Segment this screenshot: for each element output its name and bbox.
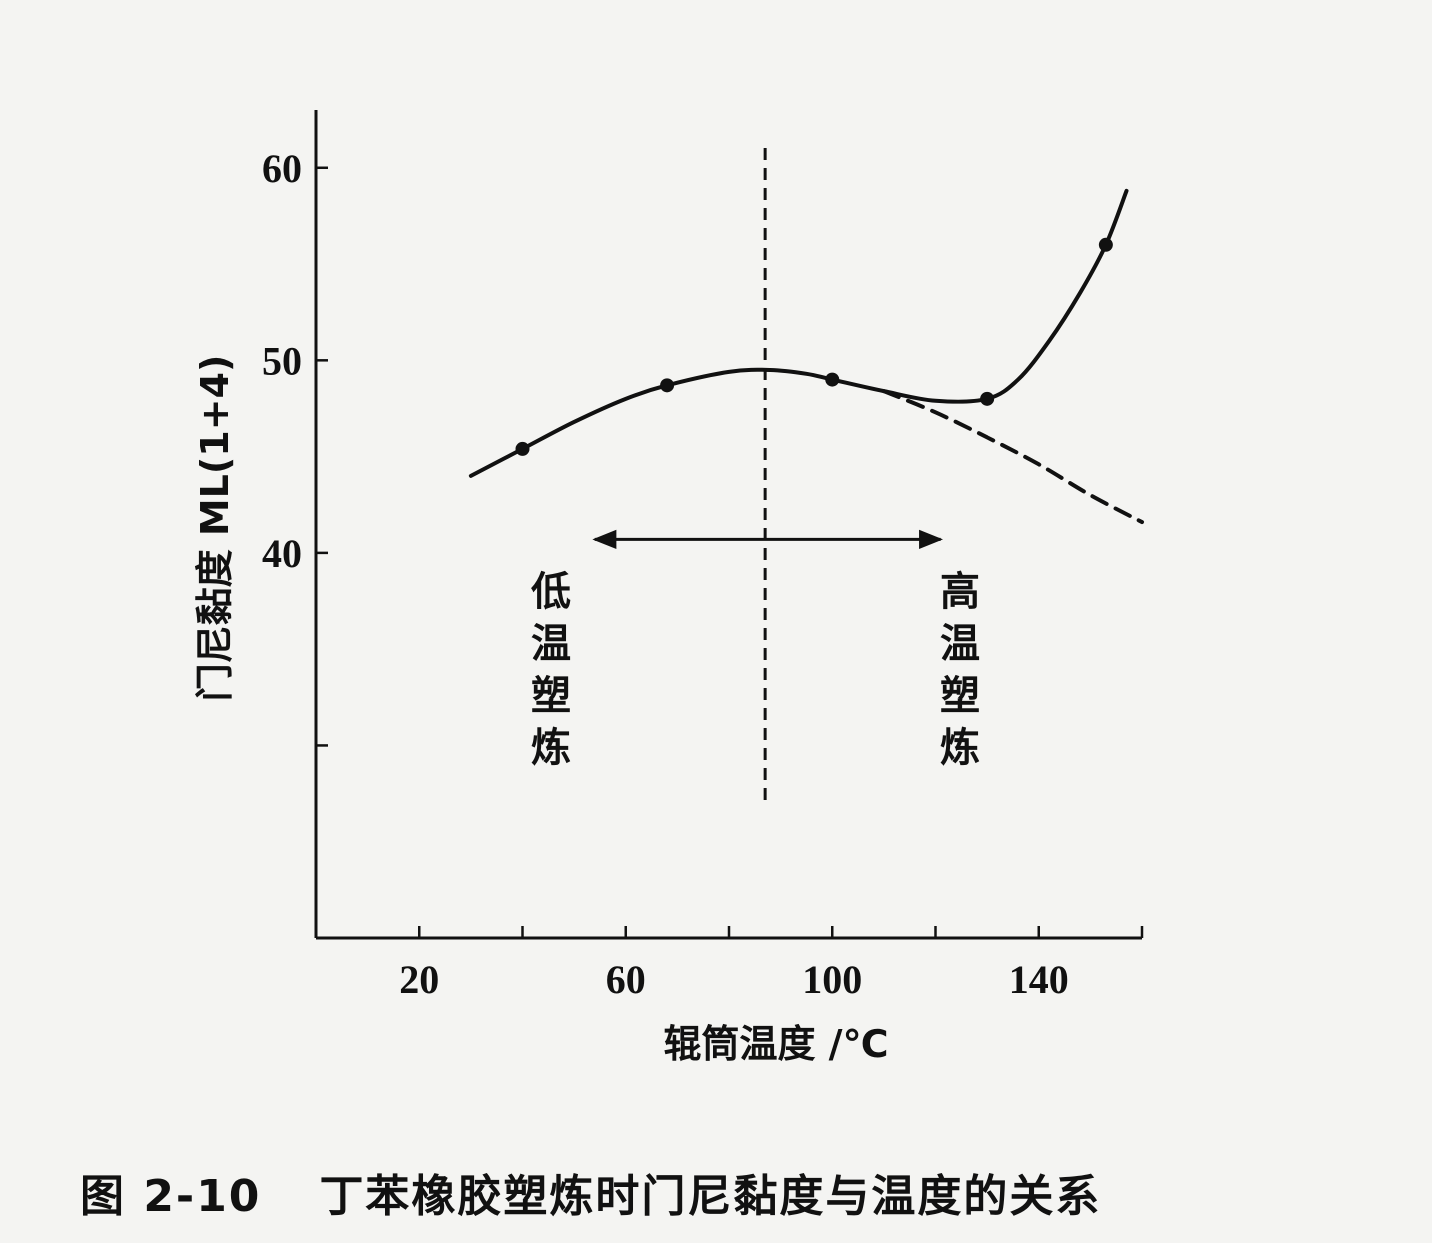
series-line-dashed [881,389,1144,525]
x-tick-label: 60 [606,957,646,1002]
series-line-solid [468,188,1129,478]
high-temp-label-char: 温 [940,621,980,667]
y-tick-label: 60 [262,146,302,191]
low-temp-label-char: 低 [531,569,571,615]
data-point [660,378,675,393]
high-temp-label: 高温塑炼 [940,569,980,771]
high-temp-label-char: 塑 [940,673,980,719]
plot-area [468,148,1144,808]
data-point [1098,237,1113,252]
caption-text: 丁苯橡胶塑炼时门尼黏度与温度的关系 [319,1171,1102,1222]
high-temp-label-char: 炼 [940,725,980,771]
high-temp-label-char: 高 [940,569,980,615]
data-point [515,441,530,456]
axes [314,110,1142,940]
y-tick-label: 50 [262,338,302,383]
figure-caption: 图 2-10 丁苯橡胶塑炼时门尼黏度与温度的关系 [80,1160,1101,1224]
y-axis-title: 门尼黏度 ML(1+4) [193,355,237,702]
low-temp-label-char: 炼 [531,725,571,771]
figure-number: 图 2-10 [80,1171,262,1222]
ticks: 20 60 100 140 40 50 60 [262,146,1144,1002]
low-temp-label-char: 塑 [531,673,571,719]
y-tick-label: 40 [262,531,302,576]
x-axis-title: 辊筒温度 /℃ [663,1022,888,1066]
data-point [825,372,840,387]
x-tick-label: 140 [1009,957,1069,1002]
low-temp-label-char: 温 [531,621,571,667]
low-temp-label: 低温塑炼 [531,569,571,771]
x-tick-label: 20 [399,957,439,1002]
data-point [980,391,995,406]
x-tick-label: 100 [802,957,862,1002]
